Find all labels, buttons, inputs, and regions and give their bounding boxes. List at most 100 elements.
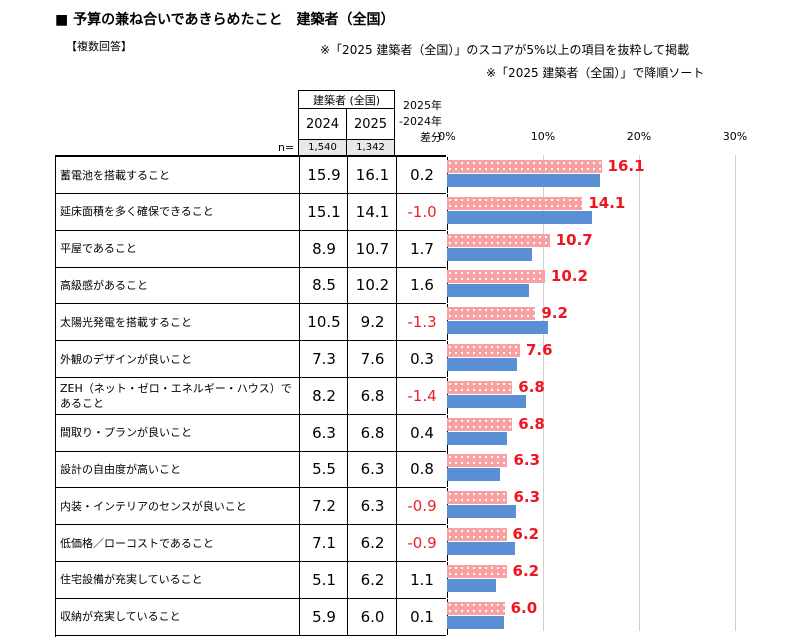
value-diff: 1.6 — [396, 267, 448, 304]
value-diff: -1.0 — [396, 193, 448, 230]
category-label: 高級感があること — [60, 278, 148, 292]
value-2025: 9.2 — [347, 304, 397, 341]
bar-2024 — [447, 210, 592, 224]
bar-2024 — [447, 358, 518, 371]
axis-tick: 10% — [530, 130, 556, 143]
chart-title: ■ 予算の兼ね合いであきらめたこと 建築者（全国） — [55, 12, 395, 28]
category-label: 太陽光発電を搭載すること — [60, 315, 192, 329]
bar-2025 — [447, 233, 550, 247]
value-diff: 1.7 — [396, 230, 448, 267]
data-table: 蓄電池を搭載すること 15.9 16.1 0.2 延床面積を多く確保できること 1… — [55, 155, 448, 637]
value-diff: 0.1 — [396, 598, 448, 635]
value-2024: 7.2 — [299, 488, 348, 525]
bar-2025 — [447, 160, 602, 173]
axis-tick: 20% — [626, 130, 652, 143]
gridline — [639, 155, 640, 631]
bar-2024 — [447, 505, 517, 519]
n-2025: 1,342 — [346, 139, 395, 156]
note-2: ※「2025 建築者（全国）」で降順ソート — [486, 66, 705, 80]
header-group: 建築者 (全国) — [298, 90, 395, 109]
value-2025: 6.3 — [347, 451, 397, 488]
value-2024: 7.3 — [299, 341, 348, 377]
bar-2025 — [447, 601, 505, 615]
bar-2025 — [447, 307, 536, 321]
category-label: 平屋であること — [60, 242, 137, 256]
value-diff: 1.1 — [396, 561, 448, 598]
data-label: 7.6 — [525, 341, 553, 359]
value-2024: 6.3 — [299, 414, 348, 451]
value-2024: 5.1 — [299, 561, 348, 598]
value-diff: 0.3 — [396, 341, 448, 377]
value-diff: 0.4 — [396, 414, 448, 451]
bar-2024 — [447, 394, 526, 408]
category-label: 収納が充実していること — [60, 610, 181, 624]
bar-2025 — [447, 528, 507, 541]
data-label: 6.8 — [518, 377, 545, 396]
value-2025: 6.3 — [347, 488, 397, 525]
value-2025: 16.1 — [347, 157, 397, 193]
category-label: ZEH（ネット・ゼロ・エネルギー・ハウス）であること — [60, 381, 292, 410]
value-2025: 10.2 — [347, 267, 397, 304]
value-2024: 5.5 — [299, 451, 348, 488]
table-row: 延床面積を多く確保できること 15.1 14.1 -1.0 — [56, 193, 448, 231]
data-label: 6.3 — [513, 488, 541, 507]
table-row: 収納が充実していること 5.9 6.0 0.1 — [56, 598, 448, 636]
value-2025: 6.8 — [347, 377, 397, 414]
category-label: 外観のデザインが良いこと — [60, 352, 192, 366]
bar-2024 — [447, 578, 496, 592]
gridline — [543, 155, 544, 631]
value-diff: 0.2 — [396, 157, 448, 193]
data-label: 16.1 — [607, 157, 645, 175]
category-label: 住宅設備が充実していること — [60, 573, 203, 587]
value-2025: 6.0 — [347, 598, 397, 635]
n-label: n= — [278, 141, 295, 154]
table-row: ZEH（ネット・ゼロ・エネルギー・ハウス）であること 8.2 6.8 -1.4 — [56, 377, 448, 415]
value-2024: 8.5 — [299, 267, 348, 304]
data-label: 6.0 — [510, 598, 538, 617]
data-label: 6.8 — [518, 414, 545, 433]
bar-2025 — [447, 417, 513, 431]
bar-2024 — [447, 431, 508, 445]
table-row: 住宅設備が充実していること 5.1 6.2 1.1 — [56, 561, 448, 599]
bar-2025 — [447, 344, 520, 357]
value-2024: 15.1 — [299, 193, 348, 230]
data-label: 6.2 — [512, 561, 540, 580]
subtitle: 【複数回答】 — [66, 40, 132, 53]
value-diff: 0.8 — [396, 451, 448, 488]
note-1: ※「2025 建築者（全国）」のスコアが5%以上の項目を抜粋して掲載 — [320, 43, 690, 57]
value-diff: -1.3 — [396, 304, 448, 341]
bar-2024 — [447, 321, 548, 335]
table-row: 高級感があること 8.5 10.2 1.6 — [56, 267, 448, 305]
data-label: 9.2 — [541, 304, 568, 323]
value-2024: 7.1 — [299, 525, 348, 561]
category-label: 延床面積を多く確保できること — [60, 205, 214, 219]
header-2024: 2024 — [298, 108, 347, 140]
bar-2025 — [447, 270, 545, 284]
gridline — [735, 155, 736, 631]
bar-2024 — [447, 468, 500, 482]
bar-2024 — [447, 615, 504, 629]
value-2024: 8.9 — [299, 230, 348, 267]
data-label: 6.2 — [512, 525, 540, 543]
header-diff: 2025年 -2024年 差分 — [399, 99, 442, 144]
data-label: 6.3 — [513, 451, 541, 470]
value-2024: 15.9 — [299, 157, 348, 193]
bar-2024 — [447, 247, 533, 261]
category-label: 低価格／ローコストであること — [60, 536, 214, 550]
bar-2024 — [447, 284, 529, 298]
table-row: 内装・インテリアのセンスが良いこと 7.2 6.3 -0.9 — [56, 488, 448, 526]
axis-tick: 0% — [438, 130, 456, 143]
header-2025: 2025 — [346, 108, 395, 140]
value-2025: 6.8 — [347, 414, 397, 451]
category-label: 蓄電池を搭載すること — [60, 168, 170, 182]
bar-2025 — [447, 380, 513, 394]
value-diff: -0.9 — [396, 488, 448, 525]
category-label: 間取り・プランが良いこと — [60, 426, 192, 440]
bar-2025 — [447, 196, 583, 210]
data-label: 10.2 — [550, 267, 588, 286]
bar-2025 — [447, 564, 507, 578]
bar-2025 — [447, 454, 508, 468]
table-row: 平屋であること 8.9 10.7 1.7 — [56, 230, 448, 268]
value-2025: 6.2 — [347, 561, 397, 598]
bar-2025 — [447, 491, 508, 505]
